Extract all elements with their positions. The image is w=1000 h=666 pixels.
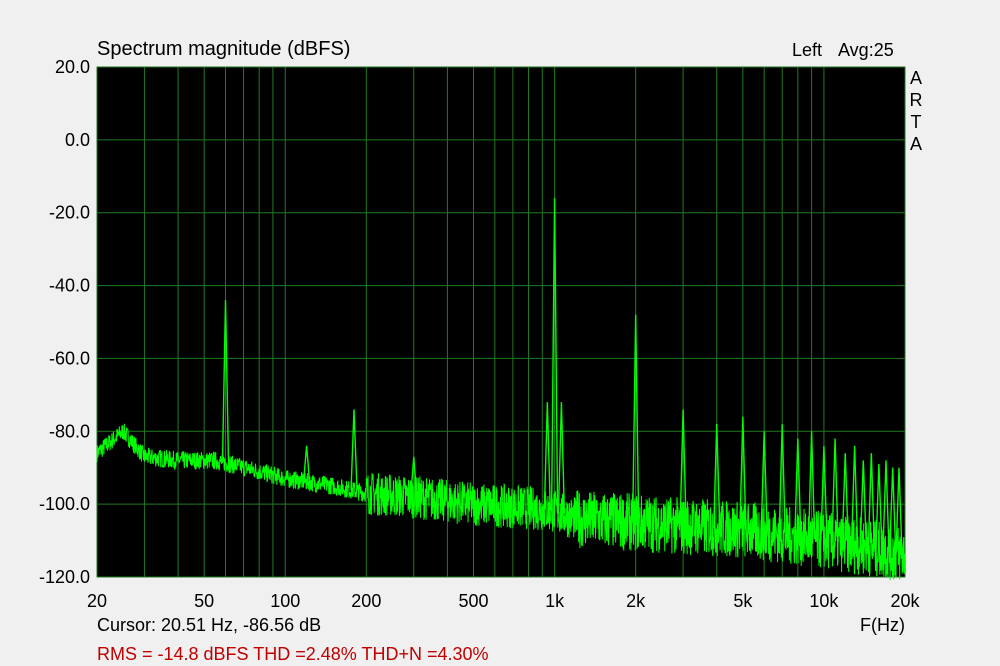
spectrum-peak — [778, 423, 786, 535]
channel-label: Left — [792, 40, 822, 60]
x-tick-label: 10k — [809, 591, 839, 611]
x-tick-label: 50 — [194, 591, 214, 611]
x-axis-label: F(Hz) — [860, 615, 905, 635]
average-label: Avg:25 — [838, 40, 894, 60]
spectrum-peak — [679, 409, 687, 527]
spectrum-peak — [794, 438, 802, 537]
spectrum-peak — [350, 409, 358, 491]
spectrum-peak — [760, 431, 768, 533]
spectrum-peak — [875, 464, 883, 550]
y-tick-label: -60.0 — [49, 348, 90, 368]
spectrum-peak — [867, 453, 876, 548]
measurement-summary: RMS = -14.8 dBFS THD =2.48% THD+N =4.30% — [97, 644, 489, 664]
spectrum-peak — [631, 314, 640, 523]
spectrum-peak — [882, 460, 890, 552]
y-tick-label: 0.0 — [65, 130, 90, 150]
spectrum-peak — [888, 467, 897, 553]
brand-letter-r: R — [910, 90, 923, 110]
chart-title: Spectrum magnitude (dBFS) — [97, 38, 350, 60]
spectrum-peak — [550, 198, 559, 512]
spectrum-peak — [831, 438, 839, 543]
x-tick-label: 20 — [87, 591, 107, 611]
x-tick-label: 1k — [545, 591, 565, 611]
spectrum-peak — [739, 416, 747, 530]
spectrum-peak — [302, 445, 311, 482]
spectrum-peak — [859, 460, 867, 547]
y-tick-label: -100.0 — [39, 494, 90, 514]
x-tick-label: 5k — [733, 591, 753, 611]
spectrum-peak — [850, 445, 859, 546]
x-axis-ticks: 20 50 100 200 500 1k 2k 5k 10k 20k — [87, 591, 921, 611]
spectrum-peak — [557, 402, 566, 514]
y-tick-label: -80.0 — [49, 421, 90, 441]
cursor-readout: Cursor: 20.51 Hz, -86.56 dB — [97, 615, 321, 635]
x-tick-label: 100 — [270, 591, 300, 611]
spectrum-peak — [221, 300, 230, 463]
noise-floor-line — [96, 423, 906, 581]
spectrum-peak — [713, 423, 721, 529]
x-tick-label: 500 — [458, 591, 488, 611]
spectrum-peak — [820, 445, 828, 541]
spectrum-peak — [410, 456, 418, 497]
y-axis-ticks: 20.0 0.0 -20.0 -40.0 -60.0 -80.0 -100.0 -120.0 — [39, 57, 90, 587]
x-tick-label: 2k — [626, 591, 646, 611]
brand-letter-a2: A — [910, 134, 922, 154]
brand-letter-t: T — [911, 112, 922, 132]
spectrum-peak — [841, 453, 849, 544]
y-tick-label: -40.0 — [49, 276, 90, 296]
y-tick-label: -20.0 — [49, 203, 90, 223]
x-tick-label: 200 — [351, 591, 381, 611]
spectrum-peak — [543, 402, 552, 511]
x-tick-label: 20k — [890, 591, 920, 611]
y-tick-label: -120.0 — [39, 567, 90, 587]
spectrum-series — [96, 198, 906, 581]
brand-letter-a1: A — [910, 68, 922, 88]
y-tick-label: 20.0 — [55, 57, 90, 77]
spectrum-peak — [807, 431, 816, 539]
spectrum-peak — [895, 467, 903, 554]
